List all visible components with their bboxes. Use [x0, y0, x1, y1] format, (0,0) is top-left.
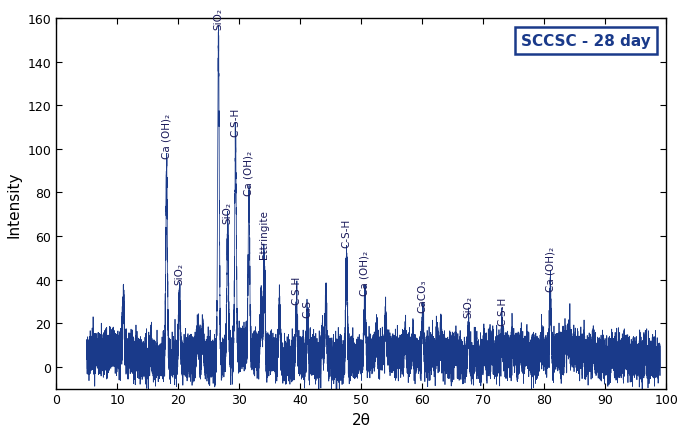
- Text: C-S-H: C-S-H: [342, 218, 351, 247]
- Text: SiO₂: SiO₂: [214, 8, 223, 30]
- Text: C-S-H: C-S-H: [497, 296, 507, 326]
- Text: SiO₂: SiO₂: [175, 263, 184, 284]
- Text: SCCSC - 28 day: SCCSC - 28 day: [521, 34, 651, 49]
- Text: SiO₂: SiO₂: [464, 295, 473, 317]
- Text: CaCO₃: CaCO₃: [418, 279, 427, 312]
- Text: C₃S: C₃S: [303, 299, 312, 317]
- Text: SiO₂: SiO₂: [223, 201, 233, 224]
- Text: Ca (OH)₂: Ca (OH)₂: [545, 246, 556, 291]
- Text: Ca (OH)₂: Ca (OH)₂: [244, 150, 254, 195]
- Text: C-S-H: C-S-H: [292, 275, 301, 304]
- Text: Ca (OH)₂: Ca (OH)₂: [162, 113, 172, 158]
- Text: Ettringite: Ettringite: [259, 210, 269, 258]
- Text: Ca (OH)₂: Ca (OH)₂: [360, 250, 370, 295]
- X-axis label: 2θ: 2θ: [351, 412, 371, 427]
- Y-axis label: Intensity: Intensity: [7, 171, 22, 237]
- Text: C-S-H: C-S-H: [231, 107, 240, 136]
